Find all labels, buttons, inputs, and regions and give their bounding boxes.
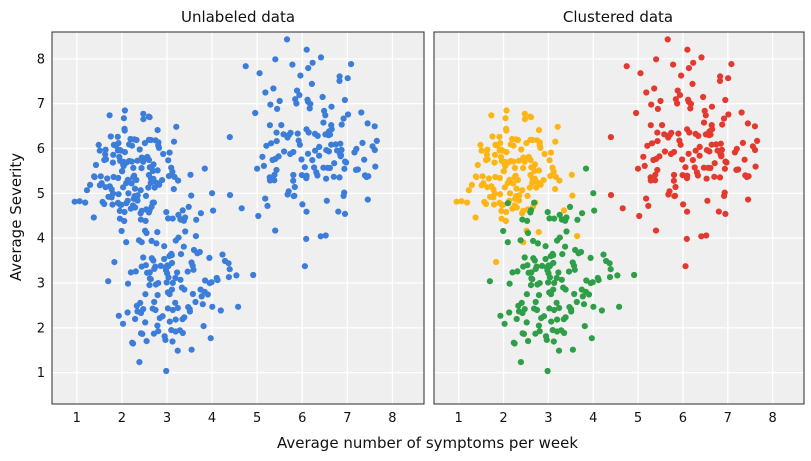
panel-title-unlabeled: Unlabeled data — [180, 8, 296, 26]
axes-frame — [51, 31, 425, 405]
svg-text:8: 8 — [37, 52, 45, 67]
svg-text:7: 7 — [343, 411, 351, 426]
svg-text:1: 1 — [37, 366, 45, 381]
panel-title-clustered: Clustered data — [562, 8, 674, 26]
y-axis-label: Average Severity — [7, 152, 25, 282]
svg-text:3: 3 — [163, 411, 171, 426]
svg-text:7: 7 — [724, 411, 732, 426]
scatter-plot-unlabeled: 1 2 3 4 5 6 7 8 1 2 3 4 5 6 7 8 — [37, 31, 425, 426]
svg-text:8: 8 — [768, 411, 776, 426]
scatter-points — [71, 36, 380, 375]
scatter-plot-clustered: 1 2 3 4 5 6 7 8 — [433, 31, 805, 426]
x-tick-labels: 1 2 3 4 5 6 7 8 — [455, 411, 777, 426]
axes-frame — [433, 31, 805, 405]
svg-text:1: 1 — [73, 411, 81, 426]
plot-background — [434, 32, 804, 404]
svg-text:5: 5 — [37, 187, 45, 202]
svg-text:1: 1 — [455, 411, 463, 426]
svg-text:7: 7 — [37, 97, 45, 112]
svg-text:5: 5 — [253, 411, 261, 426]
svg-text:3: 3 — [544, 411, 552, 426]
svg-text:3: 3 — [37, 276, 45, 291]
x-tick-labels: 1 2 3 4 5 6 7 8 — [73, 411, 397, 426]
svg-text:5: 5 — [634, 411, 642, 426]
svg-text:4: 4 — [589, 411, 597, 426]
svg-text:8: 8 — [388, 411, 396, 426]
svg-text:6: 6 — [298, 411, 306, 426]
scatter-points — [453, 36, 761, 375]
plot-background — [52, 32, 424, 404]
svg-text:2: 2 — [499, 411, 507, 426]
svg-text:2: 2 — [37, 321, 45, 336]
svg-text:6: 6 — [37, 142, 45, 157]
x-axis-label: Average number of symptoms per week — [276, 434, 579, 452]
svg-text:2: 2 — [118, 411, 126, 426]
svg-text:4: 4 — [37, 232, 45, 247]
svg-text:4: 4 — [208, 411, 216, 426]
y-tick-labels: 1 2 3 4 5 6 7 8 — [37, 52, 45, 381]
svg-text:6: 6 — [679, 411, 687, 426]
